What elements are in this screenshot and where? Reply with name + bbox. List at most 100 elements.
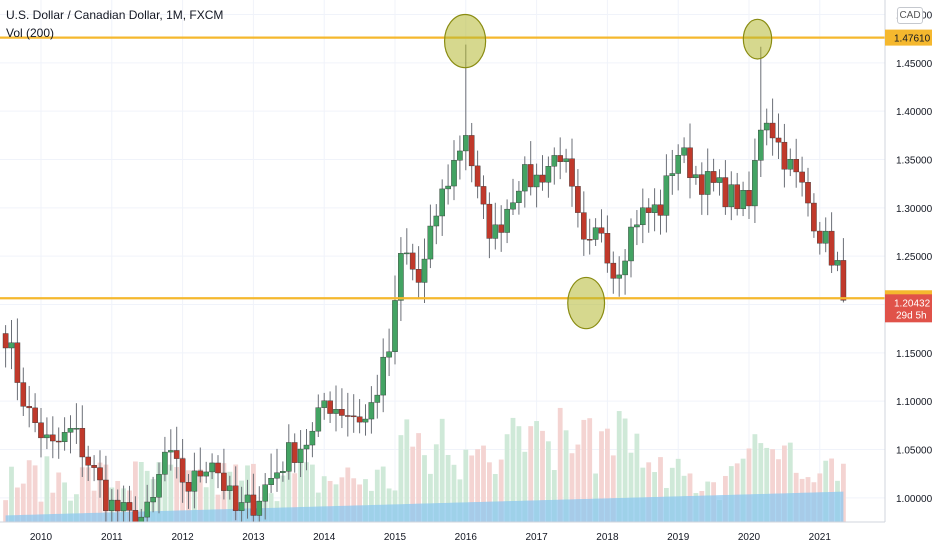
candle-body <box>657 204 664 216</box>
volume-bar <box>487 462 492 522</box>
volume-bar <box>481 445 486 522</box>
volume-bar <box>339 477 345 522</box>
volume-bar <box>599 431 604 522</box>
volume-bar <box>457 479 463 522</box>
candle-body <box>533 174 540 188</box>
volume-bar <box>581 419 587 522</box>
candle-body <box>604 233 611 264</box>
volume-bar <box>492 474 498 522</box>
candle-body <box>97 467 103 481</box>
volume-bar <box>734 463 740 522</box>
candle-body <box>451 160 457 187</box>
x-tick-label: 2018 <box>596 532 619 543</box>
volume-bar <box>9 466 14 522</box>
candle-body <box>522 164 528 192</box>
volume-bar <box>398 435 404 522</box>
volume-bar <box>451 464 457 522</box>
volume-indicator-label[interactable]: Vol (200) <box>6 26 55 40</box>
y-tick-label: 1.00000 <box>896 494 932 505</box>
candle-body <box>2 333 9 349</box>
candle-body <box>91 465 97 468</box>
volume-bar <box>416 433 421 522</box>
candle-body <box>628 226 634 262</box>
volume-bar <box>203 487 209 522</box>
volume-bar <box>605 428 610 522</box>
candle-body <box>185 482 192 492</box>
candle-body <box>651 204 658 213</box>
highlight-ellipse[interactable] <box>742 18 773 60</box>
volume-bar <box>168 464 174 522</box>
volume-bar <box>74 494 79 522</box>
candle-body <box>126 502 133 511</box>
candle-body <box>61 432 68 443</box>
volume-bar <box>292 473 298 522</box>
volume-bar <box>534 421 539 522</box>
volume-bar <box>622 418 628 522</box>
candle-body <box>693 174 699 179</box>
candle-body <box>350 415 357 418</box>
volume-bar <box>593 473 598 522</box>
candle-body <box>805 182 811 204</box>
currency-badge[interactable]: CAD <box>897 7 923 24</box>
candle-body <box>551 155 558 167</box>
volume-bar <box>327 480 333 522</box>
candle-body <box>256 500 263 516</box>
y-tick-label: 1.45000 <box>896 59 932 70</box>
candle-body <box>286 442 292 472</box>
candle-body <box>427 225 434 260</box>
volume-bar <box>640 467 646 522</box>
y-tick-label: 1.30000 <box>896 204 932 215</box>
candle-body <box>268 478 274 485</box>
volume-bar <box>475 449 480 522</box>
candle-body <box>191 470 198 492</box>
level-price-tag[interactable] <box>885 29 932 46</box>
candle-body <box>634 224 640 228</box>
candle-body <box>474 165 481 187</box>
highlight-ellipse[interactable] <box>567 276 606 330</box>
candle-body <box>663 175 670 216</box>
y-tick-label: 1.25000 <box>896 252 932 263</box>
volume-bar <box>469 455 475 522</box>
candle-body <box>598 227 605 234</box>
volume-bar <box>628 452 634 522</box>
candle-body <box>315 407 322 432</box>
x-tick-label: 2020 <box>738 532 761 543</box>
volume-bar <box>551 470 557 522</box>
volume-bar <box>563 430 569 522</box>
candle-body <box>817 230 823 244</box>
candle-body <box>811 202 817 232</box>
candle-body <box>527 164 534 188</box>
candle-body <box>215 462 221 474</box>
volume-bar <box>50 492 56 522</box>
candle-body <box>746 190 752 207</box>
candle-body <box>616 274 622 279</box>
candle-body <box>345 415 351 417</box>
volume-bar <box>345 467 351 522</box>
candle-body <box>44 434 50 439</box>
candle-body <box>781 141 788 170</box>
candle-body <box>32 407 38 423</box>
candle-body <box>374 394 381 403</box>
volume-bar <box>463 449 469 522</box>
candle-body <box>669 173 676 176</box>
volume-bar <box>44 456 50 522</box>
candle-body <box>787 159 794 170</box>
candle-body <box>516 190 522 203</box>
last-price-tag[interactable] <box>885 294 932 323</box>
volume-bar <box>587 418 593 522</box>
candle-body <box>716 177 723 183</box>
candle-body <box>681 147 687 156</box>
volume-bar <box>610 455 616 522</box>
candle-body <box>120 502 127 512</box>
candle-body <box>728 184 735 208</box>
candle-body <box>640 207 646 226</box>
highlight-ellipse[interactable] <box>443 13 487 69</box>
candle-body <box>539 174 546 183</box>
x-tick-label: 2010 <box>30 532 53 543</box>
candle-body <box>309 430 316 446</box>
time-axis-panel <box>0 522 932 550</box>
candle-body <box>492 224 499 239</box>
candle-body <box>398 253 404 301</box>
